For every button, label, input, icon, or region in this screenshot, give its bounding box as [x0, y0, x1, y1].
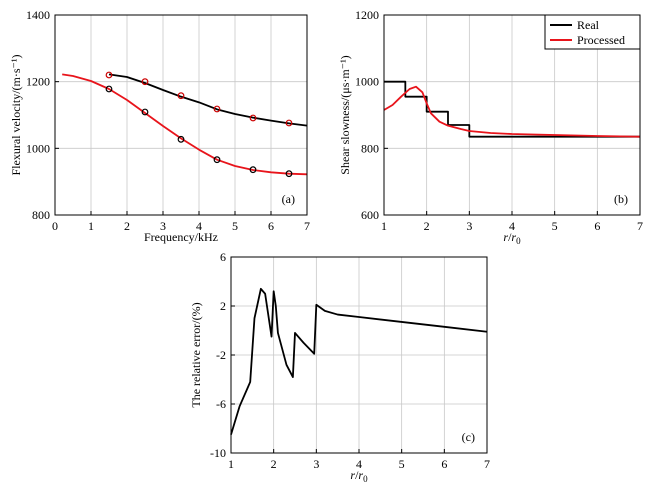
y-tick-label: 2: [220, 299, 226, 313]
x-axis-label-slash: /: [355, 468, 359, 482]
x-tick-label: 6: [268, 219, 274, 233]
x-tick-label: 3: [160, 219, 166, 233]
y-tick-label: 1200: [26, 75, 50, 89]
data-point-marker: [249, 166, 257, 174]
legend-box: [544, 14, 641, 50]
series-line-1: [62, 73, 308, 176]
data-point-marker: [177, 92, 185, 100]
x-axis-label: Frequency/kHz: [144, 230, 218, 244]
x-tick-label: 7: [484, 457, 490, 471]
panel-c-relative-error: 1 2 3 4 5 6 7 -10 -6 -2 2 6 (c) The relative error/(%…: [189, 250, 490, 484]
data-point-marker: [213, 105, 221, 113]
plot-frame: [54, 14, 308, 216]
y-tick-label: 1000: [355, 75, 379, 89]
data-point-marker: [141, 108, 149, 116]
legend-label-real: Real: [577, 18, 600, 32]
x-tick-label: 7: [637, 219, 643, 233]
x-tick-label: 2: [271, 457, 277, 471]
data-point-marker: [285, 170, 293, 178]
data-point-marker: [249, 114, 257, 122]
data-point-marker: [105, 71, 113, 79]
x-axis-label: r/r0: [503, 230, 521, 246]
x-tick-label: 4: [356, 457, 362, 471]
panel-label: (c): [462, 430, 475, 444]
y-tick-label: 800: [32, 208, 50, 222]
x-axis-label-r: r: [503, 230, 508, 244]
x-axis-label-r0-base: r: [511, 230, 516, 244]
x-tick-label: 7: [304, 219, 310, 233]
x-axis-label-subscript: 0: [363, 474, 368, 484]
y-tick-label: -6: [216, 397, 226, 411]
y-tick-label: 600: [361, 208, 379, 222]
series-line-0: [230, 287, 488, 435]
x-axis-label-r0-base: r: [358, 468, 363, 482]
x-tick-label: 2: [124, 219, 130, 233]
legend-label-processed: Processed: [577, 33, 625, 47]
x-tick-label: 6: [441, 457, 447, 471]
x-tick-label: 6: [594, 219, 600, 233]
x-tick-label: 3: [466, 219, 472, 233]
data-point-marker: [105, 85, 113, 93]
x-tick-label: 5: [399, 457, 405, 471]
y-tick-label: 1000: [26, 141, 50, 155]
x-tick-label: 0: [52, 219, 58, 233]
y-tick-label: 1400: [26, 8, 50, 22]
series-line-processed: [383, 85, 641, 138]
y-axis-label: Flexural velocity/(m·s⁻¹): [9, 55, 23, 176]
x-tick-label: 5: [232, 219, 238, 233]
x-tick-label: 1: [228, 457, 234, 471]
y-tick-label: -10: [210, 446, 226, 460]
x-axis-label: r/r0: [350, 468, 368, 484]
x-tick-label: 3: [313, 457, 319, 471]
panel-a-flexural-velocity: 0 1 2 3 4 5 6 7 800 1000 1200 1400 (a) Flexural veloc…: [9, 8, 310, 244]
y-tick-label: 1200: [355, 8, 379, 22]
data-point-marker: [141, 78, 149, 86]
data-point-marker: [177, 135, 185, 143]
panel-label: (a): [282, 192, 295, 206]
x-axis-label-r: r: [350, 468, 355, 482]
y-axis-label: The relative error/(%): [189, 302, 203, 407]
y-tick-label: 800: [361, 141, 379, 155]
x-tick-label: 4: [196, 219, 202, 233]
panel-b-shear-slowness: 1 2 3 4 5 6 7 600 800 1000 1200 (b) Shear slowness/(…: [338, 8, 643, 246]
x-axis-label-slash: /: [508, 230, 512, 244]
y-axis-label: Shear slowness/(μs·m⁻¹): [338, 55, 352, 174]
x-tick-label: 2: [424, 219, 430, 233]
y-tick-label: -2: [216, 348, 226, 362]
panel-label: (b): [614, 192, 628, 206]
x-tick-label: 5: [552, 219, 558, 233]
data-point-marker: [285, 119, 293, 127]
data-point-marker: [213, 156, 221, 164]
x-axis-label-subscript: 0: [516, 236, 521, 246]
x-tick-label: 1: [381, 219, 387, 233]
x-tick-label: 1: [88, 219, 94, 233]
y-tick-label: 6: [220, 250, 226, 264]
x-tick-label: 4: [509, 219, 515, 233]
